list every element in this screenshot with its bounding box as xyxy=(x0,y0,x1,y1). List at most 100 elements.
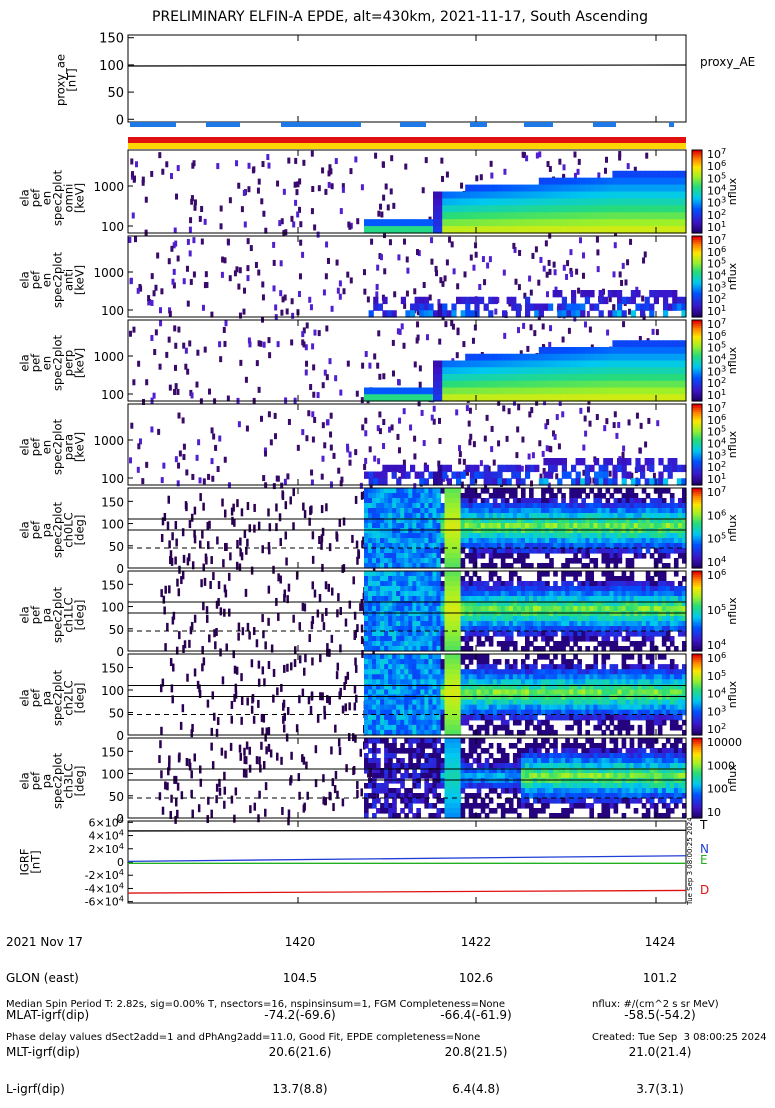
spectrogram-cell xyxy=(400,508,405,514)
spectrogram-cell xyxy=(461,493,466,499)
spectrogram-cell xyxy=(485,513,490,519)
spectrogram-cell xyxy=(608,347,613,354)
spectrogram-cell xyxy=(589,205,594,213)
spectrogram-cell xyxy=(416,493,421,499)
noise-cell xyxy=(151,273,154,279)
spectrogram-cell xyxy=(599,297,604,304)
spectrogram-cell xyxy=(566,205,571,213)
noise-cell xyxy=(311,151,314,157)
spectrogram-cell xyxy=(372,513,377,519)
spectrogram-cell xyxy=(416,596,421,602)
spectrogram-cell xyxy=(412,616,417,622)
noise-cell xyxy=(232,504,235,512)
noise-cell xyxy=(313,417,316,423)
spectrogram-cell xyxy=(432,596,437,602)
spectrogram-cell xyxy=(412,631,417,637)
spectrogram-cell xyxy=(638,621,643,627)
spectrogram-cell xyxy=(622,478,627,485)
spectrogram-cell xyxy=(493,297,498,304)
segment-marker xyxy=(206,122,240,127)
noise-cell xyxy=(173,269,176,275)
spectrogram-cell xyxy=(484,465,489,472)
spectrogram-cell xyxy=(501,488,506,494)
spectrogram-cell xyxy=(511,219,516,227)
noise-cell xyxy=(377,458,380,464)
noise-cell xyxy=(151,300,154,306)
spectrogram-cell xyxy=(599,354,604,361)
spectrogram-cell xyxy=(373,388,378,395)
spectrogram-cell xyxy=(577,571,582,577)
spectrogram-cell xyxy=(608,458,613,465)
spectrogram-cell xyxy=(440,591,445,597)
spectrogram-cell xyxy=(461,596,466,602)
spectrogram-cell xyxy=(474,465,479,472)
spectrogram-cell xyxy=(537,523,542,529)
spectrogram-cell xyxy=(529,621,534,627)
spectrogram-cell xyxy=(569,611,574,617)
spectrogram-cell xyxy=(537,581,542,587)
spectrogram-cell xyxy=(677,465,682,472)
y-tick-label: 1000 xyxy=(93,180,124,194)
spectrogram-cell xyxy=(603,205,608,213)
spectrogram-cell xyxy=(396,586,401,592)
spectrogram-cell xyxy=(603,192,608,200)
spectrogram-cell xyxy=(599,347,604,354)
spectrogram-cell xyxy=(672,219,677,227)
noise-cell xyxy=(642,258,645,264)
spectrogram-cell xyxy=(511,374,516,381)
noise-cell xyxy=(208,634,211,642)
spectrogram-cell xyxy=(649,347,654,354)
noise-cell xyxy=(239,267,242,273)
spectrogram-cell xyxy=(622,361,627,368)
spectrogram-cell xyxy=(433,310,438,317)
noise-cell xyxy=(228,573,231,581)
spectrogram-cell xyxy=(576,192,581,200)
spectrogram-cell xyxy=(610,621,615,627)
spectrogram-cell xyxy=(392,503,397,509)
spectrogram-cell xyxy=(626,297,631,304)
noise-cell xyxy=(132,213,135,219)
noise-cell xyxy=(229,197,232,203)
spectrogram-cell xyxy=(388,631,393,637)
spectrogram-cell xyxy=(585,367,590,374)
spectrogram-cell xyxy=(622,616,627,622)
spectrogram-cell xyxy=(650,576,655,582)
spectrogram-cell xyxy=(617,304,622,311)
spectrogram-cell xyxy=(424,465,429,472)
spectrogram-cell xyxy=(618,498,623,504)
spectrogram-cell xyxy=(589,586,594,592)
spectrogram-cell xyxy=(571,381,576,388)
spectrogram-cell xyxy=(392,641,397,647)
spectrogram-cell xyxy=(638,586,643,592)
spectrogram-cell xyxy=(610,611,615,617)
spectrogram-cell xyxy=(507,361,512,368)
noise-cell xyxy=(258,522,261,530)
spectrogram-cell xyxy=(453,533,458,539)
spectrogram-cell xyxy=(543,185,548,193)
spectrogram-cell xyxy=(400,581,405,587)
spectrogram-cell xyxy=(473,621,478,627)
spectrogram-cell xyxy=(589,465,594,472)
spectrogram-cell xyxy=(513,611,518,617)
spectrogram-cell xyxy=(606,611,611,617)
noise-cell xyxy=(262,294,265,300)
spectrogram-cell xyxy=(509,606,514,612)
spectrogram-cell xyxy=(497,219,502,227)
spectrogram-cell xyxy=(635,347,640,354)
spectrogram-cell xyxy=(562,361,567,368)
spectrogram-cell xyxy=(622,571,627,577)
noise-cell xyxy=(403,343,406,349)
spectrogram-cell xyxy=(640,212,645,220)
spectrogram-cell xyxy=(585,576,590,582)
spectrogram-cell xyxy=(617,185,622,193)
spectrogram-cell xyxy=(677,388,682,395)
spectrogram-cell xyxy=(493,616,498,622)
spectrogram-cell xyxy=(511,212,516,220)
spectrogram-cell xyxy=(622,596,627,602)
spectrogram-cell xyxy=(501,503,506,509)
spectrogram-cell xyxy=(561,621,566,627)
spectrogram-cell xyxy=(485,581,490,587)
spectrogram-cell xyxy=(646,631,651,637)
noise-cell xyxy=(463,271,466,277)
spectrogram-cell xyxy=(566,388,571,395)
